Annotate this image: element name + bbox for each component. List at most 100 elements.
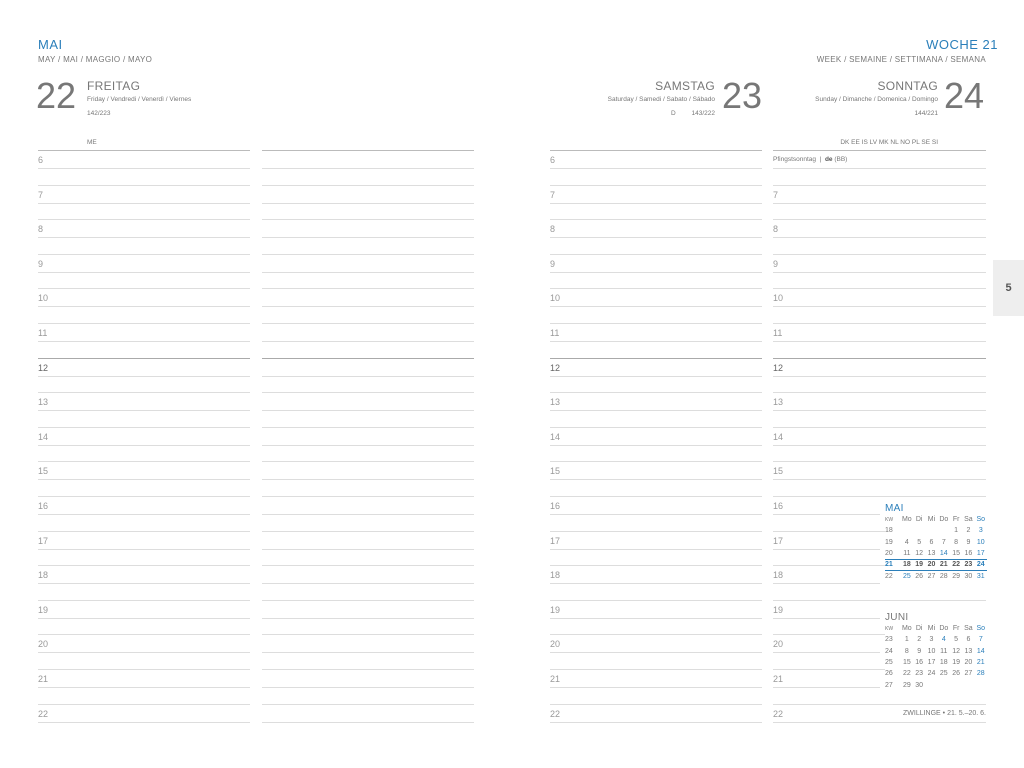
half-hour-line xyxy=(550,583,762,585)
mini-calendar-header: KW Mo Di Mi Do Fr Sa So xyxy=(885,514,987,525)
calendar-day: 18 xyxy=(939,659,948,667)
calendar-day: 24 xyxy=(927,670,936,678)
calendar-week-row: 21 18 19 20 21 22 23 24 xyxy=(885,558,987,571)
hour-label: 16 xyxy=(550,501,561,511)
calendar-day: 10 xyxy=(976,538,985,546)
calendar-day: 9 xyxy=(917,647,922,655)
month-tab[interactable]: 5 xyxy=(993,260,1024,316)
hour-line xyxy=(773,184,986,186)
calendar-day xyxy=(913,525,925,536)
week-number: 23 xyxy=(885,636,893,644)
hour-line xyxy=(550,530,762,532)
hour-label: 15 xyxy=(38,466,49,477)
hour-line xyxy=(262,357,474,359)
hour-label: 19 xyxy=(773,604,784,615)
hour-line xyxy=(38,288,250,290)
hour-line xyxy=(38,461,250,463)
hour-label: 12 xyxy=(550,362,561,373)
week-number: 25 xyxy=(885,659,893,667)
day-count-sunday: 144/221 xyxy=(914,110,939,117)
hour-label: 7 xyxy=(550,189,556,200)
calendar-day: 16 xyxy=(915,659,924,667)
holiday-name: Pfingstsonntag xyxy=(773,156,817,163)
hour-line xyxy=(262,219,474,221)
half-hour-line xyxy=(773,306,986,308)
hour-label: 13 xyxy=(38,397,49,408)
hour-line xyxy=(262,496,474,497)
hour-line xyxy=(262,599,474,601)
half-hour-line xyxy=(38,583,250,585)
weekday-header: Do xyxy=(939,625,949,633)
calendar-day: 4 xyxy=(941,636,946,644)
hour-line xyxy=(38,323,250,324)
hour-line xyxy=(550,565,762,567)
moon-phase-icon: D xyxy=(671,110,676,117)
half-hour-line xyxy=(262,444,474,446)
hour-label: 10 xyxy=(38,293,49,304)
calendar-day: 2 xyxy=(966,527,971,535)
weekday-header: Mo xyxy=(901,625,912,633)
hour-line xyxy=(550,323,762,324)
calendar-day: 29 xyxy=(952,572,961,580)
hour-label: 9 xyxy=(38,258,44,269)
hour-line xyxy=(550,669,762,670)
calendar-week-row: 25 15 16 17 18 19 20 21 xyxy=(885,657,987,668)
hour-line xyxy=(38,496,250,497)
calendar-day: 16 xyxy=(964,549,973,557)
hour-label: 20 xyxy=(773,639,784,650)
half-hour-line xyxy=(773,375,986,377)
header-line xyxy=(262,150,474,151)
hour-label: 15 xyxy=(550,466,561,477)
calendar-day: 27 xyxy=(964,670,973,678)
calendar-day: 17 xyxy=(927,659,936,667)
hour-label: 19 xyxy=(550,604,561,615)
week-number: 21 xyxy=(885,558,901,571)
calendar-day: 26 xyxy=(952,670,961,678)
hour-line xyxy=(773,426,986,428)
calendar-day: 20 xyxy=(964,659,973,667)
hour-label: 8 xyxy=(773,224,779,235)
hour-label: 9 xyxy=(550,258,556,269)
calendar-day: 5 xyxy=(954,636,959,644)
calendar-day xyxy=(901,525,913,536)
hour-label: 8 xyxy=(550,224,556,235)
hour-label: 22 xyxy=(773,708,784,719)
hour-line xyxy=(773,392,986,394)
half-hour-line xyxy=(773,687,880,688)
calendar-day: 4 xyxy=(904,538,909,546)
half-hour-line xyxy=(550,306,762,308)
hour-label: 8 xyxy=(38,224,44,235)
day-name-friday: FREITAG xyxy=(87,79,141,93)
half-hour-line xyxy=(38,652,250,654)
half-hour-line xyxy=(262,375,474,377)
hour-line xyxy=(262,703,474,705)
hour-line xyxy=(550,288,762,290)
half-hour-line xyxy=(262,237,474,239)
half-hour-line xyxy=(773,548,880,550)
half-hour-line xyxy=(38,375,250,377)
hour-line xyxy=(550,703,762,705)
hour-label: 16 xyxy=(38,501,49,511)
hour-line xyxy=(38,219,250,221)
hour-line xyxy=(38,253,250,255)
week-number: 19 xyxy=(885,538,893,546)
calendar-day: 27 xyxy=(927,572,936,580)
calendar-day xyxy=(938,679,950,690)
mini-calendar-juni: JUNI KW Mo Di Mi Do Fr Sa So 23 1 2 3 4 5 6 7 24 8 9 10 11 12 1… xyxy=(885,612,987,691)
hour-label: 16 xyxy=(773,501,784,511)
half-hour-line xyxy=(38,202,250,204)
half-hour-line xyxy=(38,341,250,342)
half-hour-line xyxy=(550,514,762,515)
header-line xyxy=(773,150,986,151)
hour-label: 7 xyxy=(773,189,779,200)
calendar-week-row: 24 8 9 10 11 12 13 14 xyxy=(885,646,987,657)
hour-line xyxy=(550,426,762,428)
hour-label: 7 xyxy=(38,189,44,200)
calendar-day: 30 xyxy=(964,572,973,580)
hour-line xyxy=(262,565,474,567)
calendar-day: 8 xyxy=(954,538,959,546)
half-hour-line xyxy=(773,721,986,723)
calendar-day xyxy=(962,679,974,690)
hour-line xyxy=(550,496,762,497)
half-hour-line xyxy=(262,410,474,412)
